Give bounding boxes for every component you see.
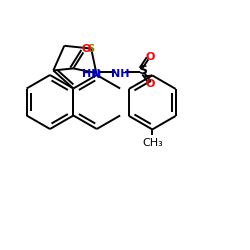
Text: N: N [92,70,102,80]
Text: O: O [146,80,155,90]
Text: CH₃: CH₃ [142,138,163,148]
Text: O: O [146,52,155,62]
Text: HN: HN [82,70,100,80]
Text: S: S [88,44,95,54]
Text: O: O [82,44,91,54]
Text: S: S [138,64,147,77]
Text: NH: NH [111,70,130,80]
